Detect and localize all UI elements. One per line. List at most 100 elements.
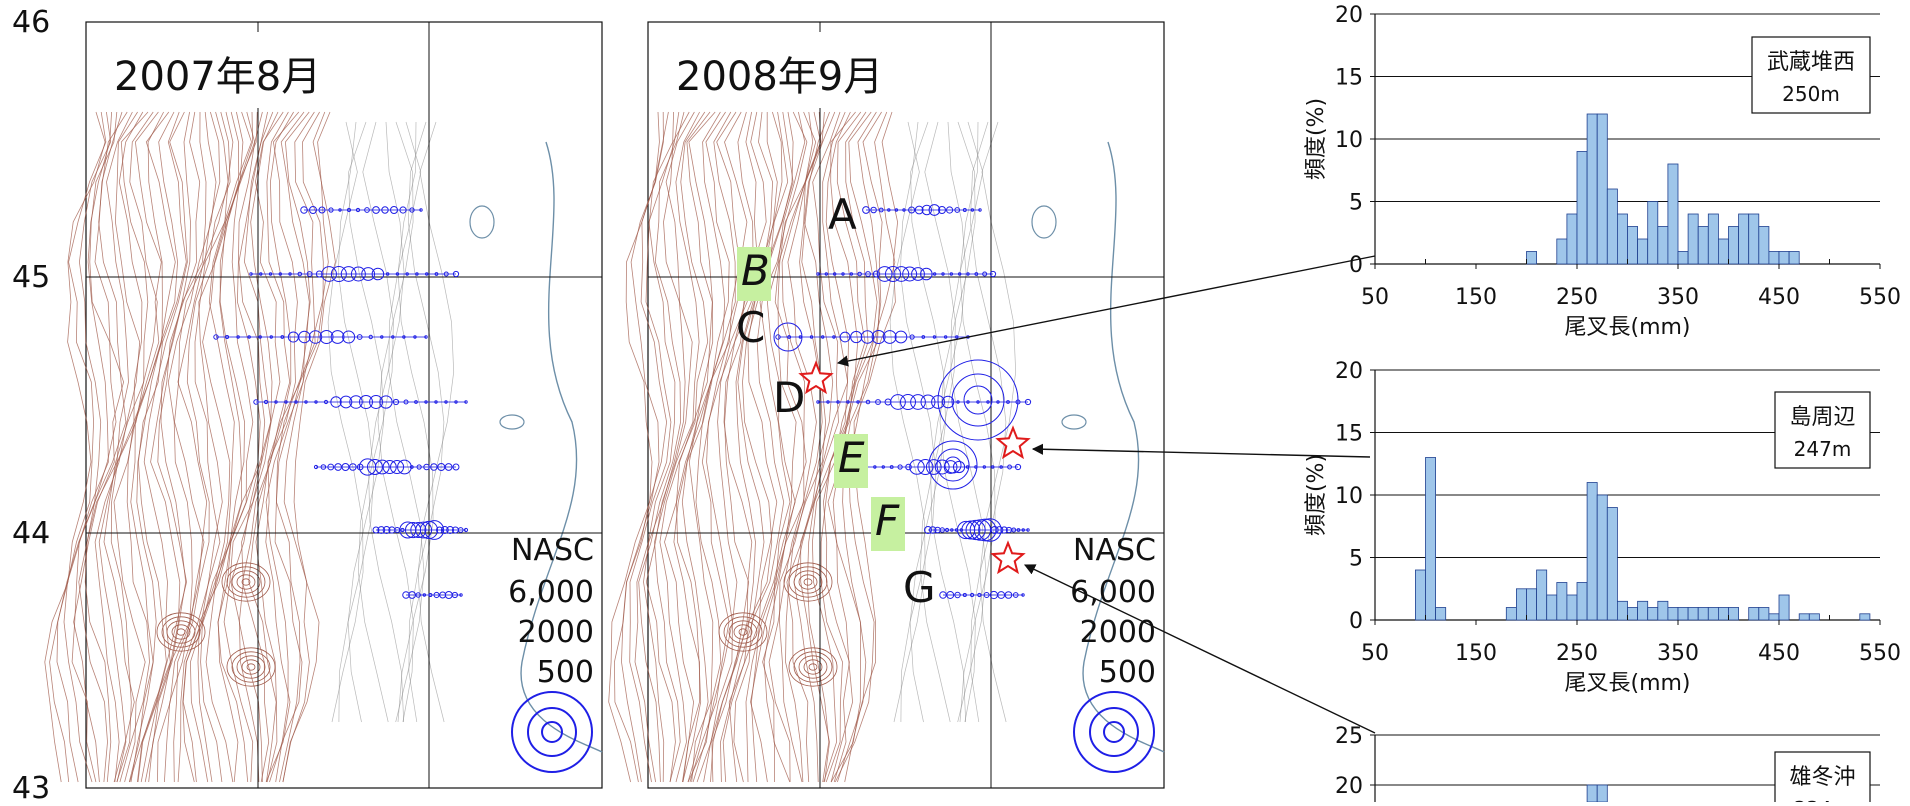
nasc-circle [225, 334, 230, 340]
location-depth: 250m [1782, 82, 1840, 106]
bathymetry-contour [71, 111, 118, 783]
legend-title: NASC [1073, 533, 1156, 568]
histogram-bar [1657, 226, 1669, 265]
seamount-contour [728, 620, 758, 644]
bathymetry-contour [793, 111, 841, 783]
nasc-circle [862, 206, 870, 214]
bathymetry-contour [189, 111, 252, 783]
nasc-circle [236, 335, 240, 339]
nasc-circle [974, 272, 979, 276]
seamount-contour [788, 566, 828, 598]
nasc-circle [860, 330, 875, 344]
bathymetry-contour [129, 111, 187, 783]
nasc-circle [956, 400, 960, 404]
x-axis-label: 尾叉長(mm) [1564, 315, 1690, 340]
histogram-bar [1718, 607, 1729, 621]
nasc-circle [890, 394, 906, 410]
nasc-circle [1012, 592, 1019, 598]
bathymetry-contour [84, 111, 133, 783]
seamount-contour [798, 574, 818, 590]
latitude-label: 43 [12, 771, 50, 802]
nasc-circle [939, 527, 945, 533]
nasc-circle [977, 592, 982, 598]
latitude-label: 44 [12, 516, 50, 551]
nasc-circle [962, 592, 967, 598]
nasc-circle [911, 267, 925, 281]
nasc-circle [372, 206, 380, 214]
line-label-highlight [834, 434, 868, 488]
nasc-circle [321, 266, 337, 282]
map-frame [647, 21, 1165, 789]
bathymetry-contour [779, 111, 825, 783]
connector-arrow [1023, 564, 1376, 734]
histogram-bar [1798, 613, 1810, 621]
nasc-circle [875, 399, 881, 405]
nasc-circle [991, 465, 995, 469]
seamount-contour [246, 663, 256, 671]
histogram-bar [1768, 613, 1780, 621]
nasc-circle [889, 465, 894, 469]
nasc-circle [359, 395, 373, 409]
bathymetry-contour [750, 111, 806, 783]
nasc-circle [928, 440, 978, 490]
seamount-contour [808, 663, 818, 671]
histogram-bar [1566, 594, 1578, 621]
nasc-circle [274, 400, 278, 404]
location-depth: 247m [1794, 437, 1852, 461]
line-label-highlight [871, 497, 905, 551]
nasc-circle [213, 334, 219, 340]
histogram-1: 0 5 10 15 20 50 150 250 350 450 550 尾叉長(mm) 頻度(%) 武蔵堆… [1304, 3, 1901, 340]
seamount-contour [798, 655, 828, 679]
nasc-circle [929, 526, 937, 534]
connector-arrow [1031, 443, 1371, 458]
coastline [1082, 141, 1165, 753]
histogram-bar [1728, 226, 1740, 265]
nasc-circle [414, 400, 418, 404]
nasc-circle [932, 335, 937, 339]
legend-title: NASC [511, 533, 594, 568]
histogram-bar [1556, 582, 1568, 621]
x-tick-label: 350 [1657, 285, 1699, 310]
nasc-circle [997, 591, 1006, 599]
nasc-circle [978, 208, 982, 212]
histogram-bar [1728, 607, 1740, 621]
bathymetry-contour [103, 111, 149, 783]
nasc-circle [400, 527, 405, 533]
nasc-circle [444, 463, 453, 471]
nasc-circle [824, 272, 829, 276]
nasc-circle [839, 331, 851, 343]
seamount-contour [803, 578, 813, 586]
shelf-contour [950, 121, 987, 723]
x-tick-label: 150 [1455, 641, 1497, 666]
nasc-circle [268, 272, 273, 276]
nasc-circle [309, 206, 317, 214]
bathymetry-contour [750, 111, 817, 783]
histogram-bar [1536, 569, 1548, 621]
location-label: 武蔵堆西 [1767, 50, 1855, 75]
bathymetry-contour [645, 111, 695, 783]
histogram-bar [1526, 588, 1538, 621]
x-tick-label: 50 [1361, 641, 1389, 666]
nasc-circle [936, 448, 970, 482]
nasc-transects-2007 [213, 206, 469, 599]
map-title: 2008年9月 [676, 54, 883, 100]
nasc-circle [409, 207, 415, 213]
nasc-circle [408, 591, 416, 599]
nasc-circle [902, 266, 918, 282]
shelf-contour [407, 121, 445, 723]
nasc-circle [346, 207, 352, 213]
nasc-circle [258, 335, 262, 339]
nasc-circle [841, 272, 845, 276]
nasc-circle [280, 335, 285, 339]
nasc-circle [943, 335, 948, 339]
bathymetry-contour [130, 111, 179, 783]
histogram-bar [1596, 494, 1608, 621]
nasc-circle [371, 267, 385, 281]
nasc-circle [300, 206, 308, 214]
histogram-bar [1718, 238, 1729, 265]
histogram-bar [1697, 607, 1709, 621]
nasc-circle [865, 399, 871, 405]
nasc-circle [894, 208, 899, 212]
seamount-contour [221, 562, 271, 602]
